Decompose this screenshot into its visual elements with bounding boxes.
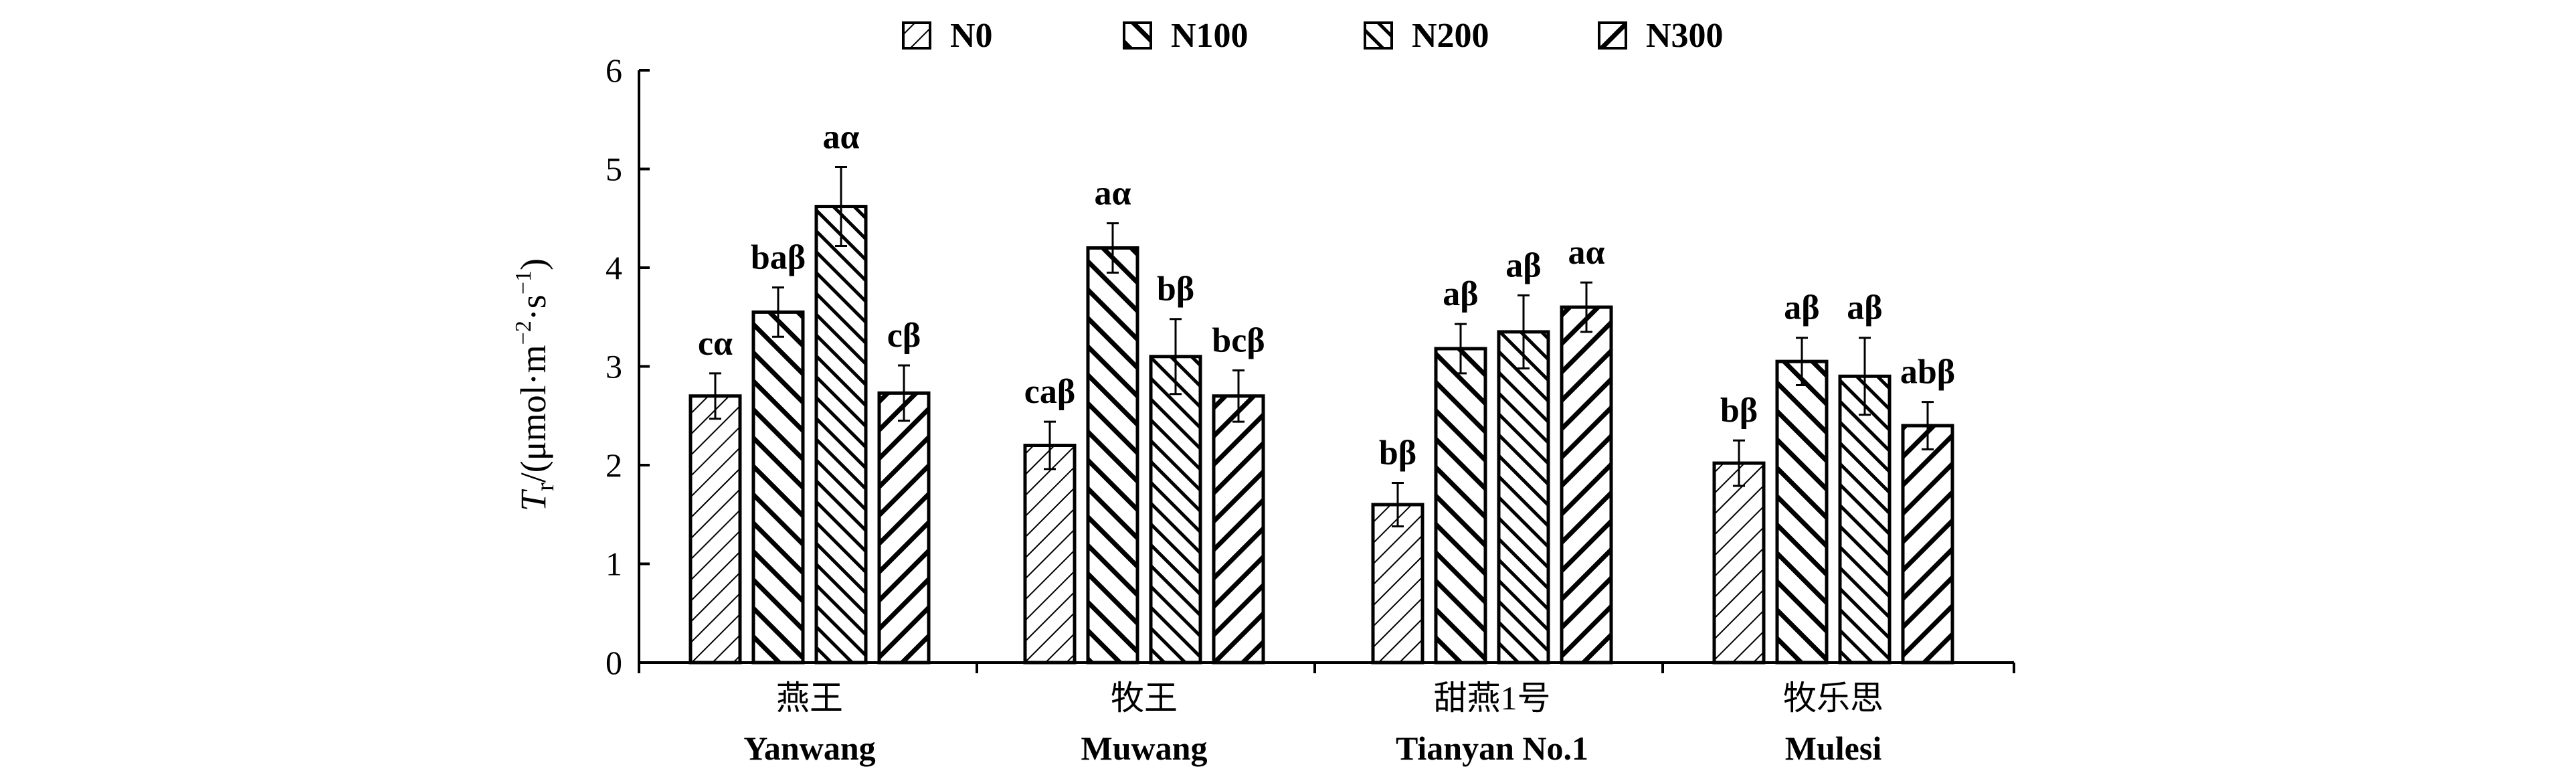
bar-n100-2 (1434, 347, 1487, 665)
legend-label: N0 (950, 17, 993, 55)
x-tick-label-cn: 牧王 (1111, 679, 1178, 717)
x-tick-label-en: Mulesi (1785, 729, 1882, 767)
legend-swatch-n200 (1364, 21, 1393, 50)
x-tick-label-cn: 牧乐思 (1783, 679, 1883, 717)
bar-n0-3 (1712, 461, 1766, 665)
y-tick-label: 1 (606, 545, 622, 583)
legend-label: N100 (1171, 17, 1249, 55)
bar-n200-3 (1838, 374, 1892, 665)
bar-n200-1 (1149, 355, 1202, 665)
y-tick-label: 4 (606, 249, 622, 286)
y-tick-label: 3 (606, 348, 622, 385)
legend-swatch-n0 (902, 21, 931, 50)
significance-label: aβ (1784, 289, 1819, 327)
bar-n300-3 (1901, 424, 1954, 665)
bar-n300-1 (1212, 394, 1265, 665)
bar-n100-0 (751, 310, 805, 665)
legend-label: N200 (1412, 17, 1489, 55)
legend-label: N300 (1646, 17, 1724, 55)
y-tick-label: 2 (606, 446, 622, 484)
bar-n300-0 (877, 391, 931, 665)
x-tick-label-en: Yanwang (743, 729, 875, 767)
significance-label: aα (1094, 175, 1131, 213)
legend-swatch-n100 (1123, 21, 1152, 50)
significance-label: aα (1568, 234, 1604, 272)
significance-label: cβ (887, 317, 921, 355)
x-tick-label-en: Muwang (1081, 729, 1208, 767)
significance-label: aβ (1443, 275, 1478, 313)
significance-label: baβ (751, 239, 806, 277)
x-tick-label-cn: 甜燕1号 (1434, 679, 1551, 717)
significance-label: aβ (1505, 246, 1541, 284)
bar-n300-2 (1560, 305, 1613, 665)
bar-n100-3 (1775, 359, 1829, 665)
legend-swatch-n300 (1598, 21, 1627, 50)
significance-label: aα (822, 118, 859, 157)
significance-label: aβ (1847, 289, 1882, 327)
bar-n200-0 (814, 205, 868, 665)
y-axis-label: Tr/(μmol·m−2·s−1) (511, 258, 559, 511)
significance-label: bcβ (1212, 321, 1265, 359)
bar-n0-2 (1371, 503, 1424, 665)
bar-n100-1 (1086, 246, 1139, 665)
significance-label: caβ (1024, 373, 1075, 411)
y-tick-label: 0 (606, 644, 622, 681)
y-tick-label: 6 (606, 52, 622, 89)
significance-label: bβ (1720, 392, 1758, 430)
y-tick-label: 5 (606, 151, 622, 188)
significance-label: abβ (1900, 353, 1955, 392)
x-tick-label-cn: 燕王 (776, 679, 843, 717)
bar-n0-0 (688, 394, 742, 665)
significance-label: bβ (1157, 270, 1194, 309)
bar-n0-1 (1023, 444, 1077, 665)
x-tick-label-en: Tianyan No.1 (1396, 729, 1588, 767)
significance-label: bβ (1379, 434, 1416, 472)
bar-n200-2 (1497, 330, 1550, 665)
significance-label: cα (698, 325, 733, 363)
